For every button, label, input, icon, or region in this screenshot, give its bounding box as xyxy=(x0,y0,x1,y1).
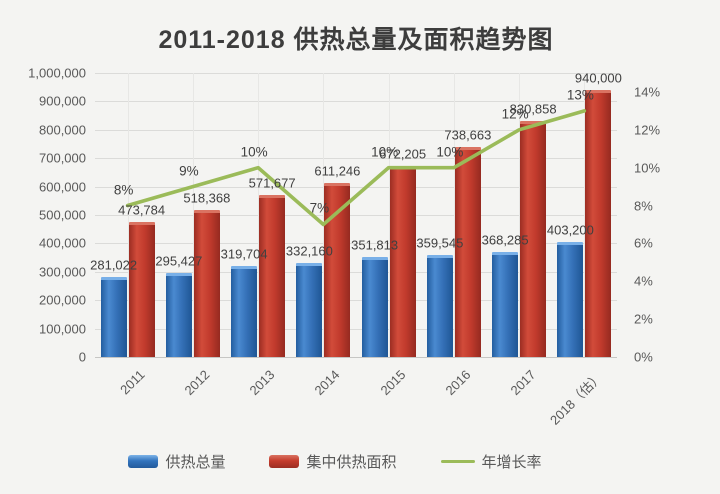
left-axis-tick: 700,000 xyxy=(39,150,86,166)
h-gridline xyxy=(95,73,617,74)
left-axis-tick: 1,000,000 xyxy=(28,65,86,81)
right-axis-tick: 6% xyxy=(634,235,653,251)
blue-bar-swatch-icon xyxy=(128,455,159,468)
x-axis-label-2015: 2015 xyxy=(377,367,409,399)
left-axis-tick: 500,000 xyxy=(39,207,86,223)
x-axis-label-2011: 2011 xyxy=(116,367,148,398)
h-gridline xyxy=(95,328,617,330)
blue-bar-2013 xyxy=(231,266,258,357)
left-axis-tick: 800,000 xyxy=(39,122,86,138)
blue-bar-2017 xyxy=(492,252,519,357)
blue-bar-label: 368,285 xyxy=(481,232,529,248)
red-bar-2016 xyxy=(454,147,481,357)
growth-rate-label: 13% xyxy=(566,87,594,103)
chart-title: 2011-2018 供热总量及面积趋势图 xyxy=(158,26,554,54)
red-bar-label: 738,663 xyxy=(444,127,492,143)
h-gridline xyxy=(95,243,617,245)
red-bar-2015 xyxy=(389,166,416,357)
green-line-swatch-icon xyxy=(440,459,475,464)
blue-bar-2016 xyxy=(426,254,453,357)
x-axis-label-2016: 2016 xyxy=(442,367,474,399)
x-axis-label-2018（估）: 2018（估） xyxy=(547,369,607,428)
blue-bar-2014 xyxy=(296,262,323,357)
blue-bar-2011 xyxy=(100,277,127,357)
growth-rate-label: 12% xyxy=(501,106,529,122)
red-bar-2012 xyxy=(193,209,220,357)
right-axis-tick: 12% xyxy=(634,122,661,138)
right-axis-tick: 8% xyxy=(634,198,653,214)
red-bar-label: 672,205 xyxy=(379,146,427,162)
red-bar-label: 830,858 xyxy=(509,101,557,117)
blue-bar-label: 359,545 xyxy=(416,235,464,251)
legend-label-growth-rate: 年增长率 xyxy=(481,454,542,471)
blue-bar-2015 xyxy=(361,257,388,357)
red-bar-2011 xyxy=(128,222,155,357)
growth-rate-label: 10% xyxy=(436,144,464,160)
blue-bar-label: 332,160 xyxy=(285,243,333,259)
h-gridline xyxy=(95,101,617,103)
red-bar-2013 xyxy=(259,194,286,357)
legend-item-heating-total: 供热总量 xyxy=(128,451,225,472)
legend: 供热总量 集中供热面积 年增长率 xyxy=(0,451,670,472)
left-axis-tick: 300,000 xyxy=(39,264,86,280)
x-axis-label-2013: 2013 xyxy=(246,367,278,399)
blue-bar-label: 319,704 xyxy=(220,246,268,262)
growth-rate-label: 10% xyxy=(240,144,268,160)
blue-bar-label: 403,200 xyxy=(546,222,594,238)
left-axis-tick: 100,000 xyxy=(39,321,86,337)
h-gridline xyxy=(95,271,617,273)
legend-label-heating-area: 集中供热面积 xyxy=(306,454,397,471)
x-axis-label-2017: 2017 xyxy=(507,367,539,399)
left-axis-tick: 900,000 xyxy=(39,93,86,109)
growth-rate-label: 8% xyxy=(113,182,134,198)
blue-bar-2018（估） xyxy=(557,242,584,357)
x-axis-label-2014: 2014 xyxy=(311,367,343,399)
red-bar-swatch-icon xyxy=(269,455,300,468)
red-bar-2018（估） xyxy=(585,90,612,357)
blue-bar-label: 281,022 xyxy=(90,257,138,273)
legend-item-growth-rate: 年增长率 xyxy=(440,451,542,472)
red-bar-label: 571,677 xyxy=(248,175,296,191)
growth-rate-label: 7% xyxy=(309,200,330,216)
legend-item-heating-area: 集中供热面积 xyxy=(269,451,397,472)
red-bar-label: 611,246 xyxy=(314,163,361,179)
right-axis-tick: 2% xyxy=(634,311,653,327)
left-axis-tick: 0 xyxy=(78,349,86,365)
right-axis-tick: 4% xyxy=(634,273,653,289)
blue-bar-label: 351,813 xyxy=(351,237,399,253)
legend-label-heating-total: 供热总量 xyxy=(165,454,226,471)
growth-rate-label: 9% xyxy=(179,163,199,179)
right-axis-tick: 0% xyxy=(634,349,653,365)
h-gridline xyxy=(95,300,617,302)
x-axis-label-2012: 2012 xyxy=(181,367,213,399)
right-axis-tick: 14% xyxy=(634,84,661,100)
left-axis-tick: 200,000 xyxy=(39,292,86,308)
growth-rate-label: 10% xyxy=(371,144,399,160)
right-axis-tick: 10% xyxy=(634,160,661,176)
red-bar-label: 473,784 xyxy=(118,202,166,218)
blue-bar-label: 295,427 xyxy=(155,253,203,269)
left-axis-tick: 400,000 xyxy=(39,235,86,251)
h-gridline xyxy=(95,357,617,358)
red-bar-label: 940,000 xyxy=(574,70,622,86)
blue-bar-2012 xyxy=(165,273,192,357)
red-bar-label: 518,368 xyxy=(183,190,231,206)
left-axis-tick: 600,000 xyxy=(39,179,86,195)
